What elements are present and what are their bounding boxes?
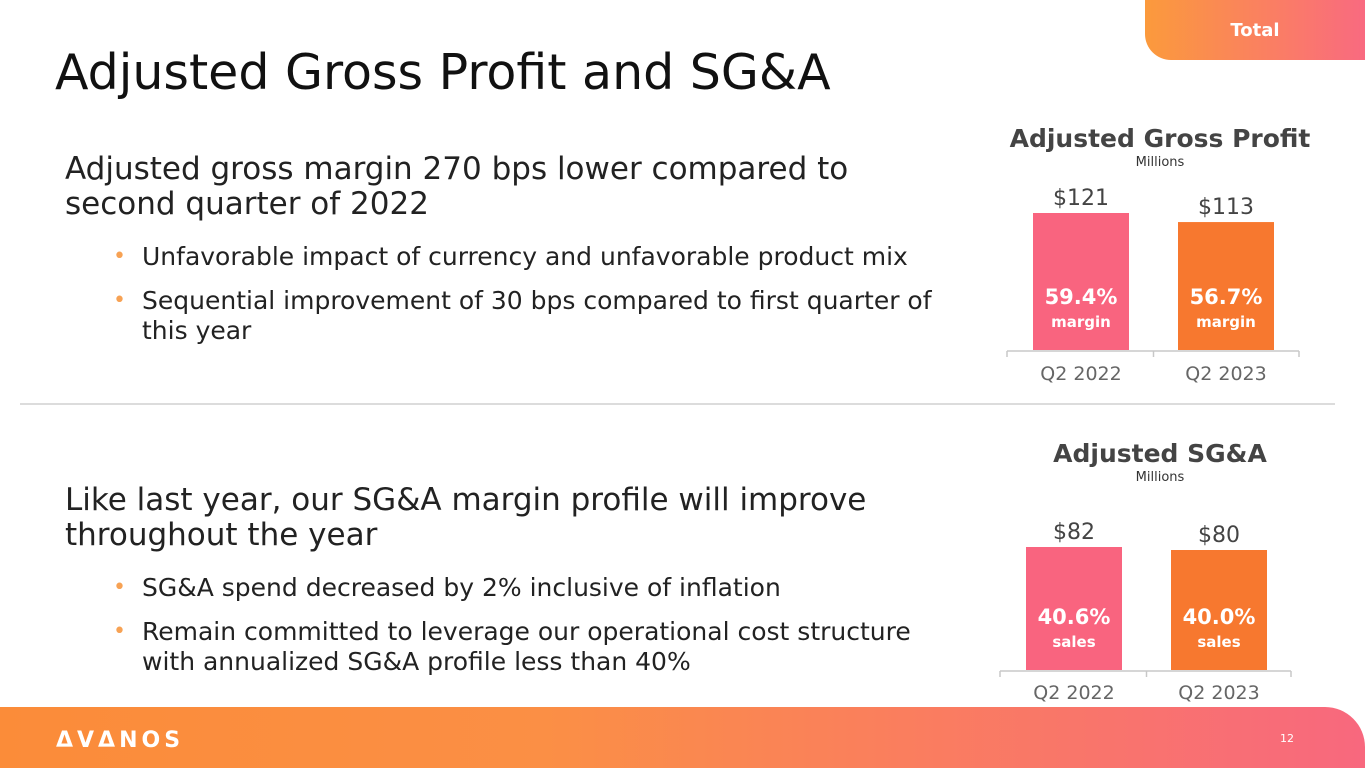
company-logo: ΔVΔNOS: [56, 728, 185, 753]
section-headline: Adjusted gross margin 270 bps lower comp…: [65, 151, 849, 222]
bullet-item: • Unfavorable impact of currency and unfa…: [65, 242, 935, 272]
value-label: $82: [1053, 520, 1095, 545]
sga-chart: Adjusted SG&A Millions $82 40.6% sales Q2 2…: [995, 435, 1325, 710]
bar-percent-label: 56.7%: [1190, 285, 1263, 309]
chart-title: Adjusted Gross Profit: [1009, 124, 1311, 153]
bar: [1026, 547, 1122, 670]
x-tick-label: Q2 2023: [1178, 682, 1259, 704]
bullet-icon: •: [113, 575, 126, 600]
bar-percent-label: 40.0%: [1183, 605, 1256, 629]
bar: [1178, 222, 1274, 350]
section-divider: [20, 403, 1335, 405]
bullet-text: Unfavorable impact of currency and unfav…: [142, 242, 908, 271]
bullet-text: Sequential improvement of 30 bps compare…: [142, 286, 932, 345]
gross-profit-commentary: Adjusted gross margin 270 bps lower comp…: [65, 152, 935, 360]
bar-inner-label: margin: [1051, 313, 1111, 331]
bar-inner-label: sales: [1197, 633, 1240, 651]
bullet-text: Remain committed to leverage our operati…: [142, 617, 911, 676]
chart-subtitle: Millions: [1135, 470, 1185, 485]
x-tick-label: Q2 2023: [1185, 363, 1266, 385]
bar-percent-label: 40.6%: [1038, 605, 1111, 629]
bullet-icon: •: [113, 619, 126, 644]
bullet-icon: •: [113, 244, 126, 269]
bar: [1033, 213, 1129, 350]
bullet-list: • SG&A spend decreased by 2% inclusive of…: [65, 573, 935, 677]
page-number: 12: [1280, 732, 1294, 745]
section-badge: Total: [1145, 0, 1365, 60]
x-tick-label: Q2 2022: [1040, 363, 1121, 385]
bullet-item: • Remain committed to leverage our operat…: [65, 617, 935, 677]
section-headline: Like last year, our SG&A margin profile …: [65, 482, 867, 553]
chart-plot: $121 59.4% margin Q2 2022 $113 56.7% margin Q2 …: [1006, 186, 1300, 385]
page-title: Adjusted Gross Profit and SG&A: [55, 44, 831, 101]
bullet-text: SG&A spend decreased by 2% inclusive of …: [142, 573, 781, 602]
gross-profit-chart: Adjusted Gross Profit Millions $121 59.4%…: [995, 120, 1325, 390]
value-label: $121: [1053, 186, 1109, 211]
chart-title: Adjusted SG&A: [1053, 439, 1267, 468]
value-label: $80: [1198, 523, 1240, 548]
bullet-list: • Unfavorable impact of currency and unfa…: [65, 242, 935, 346]
x-tick-label: Q2 2022: [1033, 682, 1114, 704]
chart-plot: $82 40.6% sales Q2 2022 $80 40.0% sales Q2 2023: [999, 520, 1292, 704]
bullet-item: • Sequential improvement of 30 bps compar…: [65, 286, 935, 346]
footer-band: [0, 707, 1365, 768]
bar-inner-label: margin: [1196, 313, 1256, 331]
bar-percent-label: 59.4%: [1045, 285, 1118, 309]
chart-subtitle: Millions: [1135, 155, 1185, 170]
bullet-item: • SG&A spend decreased by 2% inclusive of…: [65, 573, 935, 603]
sga-commentary: Like last year, our SG&A margin profile …: [65, 483, 935, 691]
value-label: $113: [1198, 195, 1254, 220]
bar: [1171, 550, 1267, 670]
bar-inner-label: sales: [1052, 633, 1095, 651]
bullet-icon: •: [113, 288, 126, 313]
